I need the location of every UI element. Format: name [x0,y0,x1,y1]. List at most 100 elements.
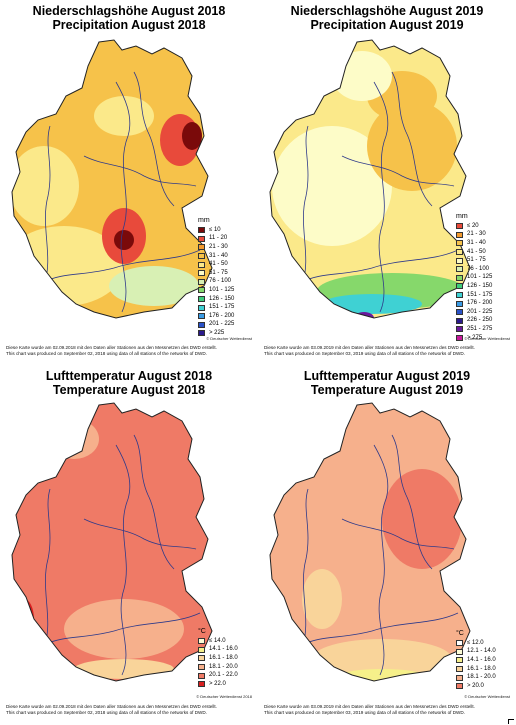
legend-item: 176 - 200 [456,299,492,308]
legend-label: 151 - 175 [209,304,235,311]
river-line [133,71,175,207]
legend-label: 201 - 225 [467,308,493,315]
legend-item: 101 - 125 [198,286,234,295]
legend-label: > 20.0 [467,682,484,689]
title-en: Precipitation August 2019 [310,18,464,32]
country-border [269,39,471,319]
legend-item: 201 - 225 [456,308,492,317]
panel-title: Niederschlagshöhe August 2018 Precipitat… [0,4,258,32]
germany-map [269,402,471,682]
value-zones [301,434,462,681]
legend-label: ≤ 10 [209,226,221,233]
river-line [133,434,175,570]
footnote-de: Diese Karte wurde am 02.09.2018 mit den … [6,704,217,709]
legend-label: 201 - 225 [209,321,235,328]
legend-label: > 275 [467,334,483,341]
legend-unit: °C [456,630,464,637]
title-de: Niederschlagshöhe August 2019 [290,4,484,18]
legend-label: 76 - 100 [467,265,490,272]
country-border [11,39,213,319]
legend-label: 18.1 - 20.0 [209,663,238,670]
river-line [341,518,455,550]
germany-map [11,402,213,682]
legend-label: 51 - 75 [209,269,228,276]
legend-swatch [456,274,463,281]
legend-label: ≤ 14.0 [209,637,226,644]
legend-label: > 225 [209,329,225,336]
legend-label: 76 - 100 [209,278,232,285]
legend-swatch [456,335,463,342]
legend-label: 20.1 - 22.0 [209,672,238,679]
legend-item: 21 - 30 [456,231,492,240]
legend-swatch [198,278,205,285]
legend-unit: mm [456,213,468,220]
title-en: Precipitation August 2018 [52,18,206,32]
legend-item: ≤ 20 [456,222,492,231]
value-zone [49,419,99,459]
map-legend: °C ≤ 12.0 12.1 - 14.0 14.1 - 16.0 16.1 - 18… [456,629,496,691]
legend-item: 226 - 250 [456,317,492,326]
legend-label: 31 - 40 [467,239,486,246]
title-en: Temperature August 2018 [52,383,206,397]
legend-label: 16.1 - 18.0 [209,654,238,661]
legend-item: ≤ 14.0 [198,637,238,646]
legend-item: 18.1 - 20.0 [456,673,496,682]
legend-label: 21 - 30 [209,243,228,250]
legend-swatch [456,292,463,299]
river-line [301,488,309,650]
legend-swatch [198,330,205,337]
panel-title: Niederschlagshöhe August 2019 Precipitat… [258,4,516,32]
legend-label: ≤ 20 [467,222,479,229]
footnote: Diese Karte wurde am 02.09.2018 mit den … [6,704,252,715]
panel-title: Lufttemperatur August 2019 Temperature A… [258,369,516,397]
legend-swatch [198,244,205,251]
map-legend: mm ≤ 10 11 - 20 21 - 30 31 - 40 41 - 50 51 - … [198,216,234,338]
legend-swatch [198,287,205,294]
legend-swatch [456,674,463,681]
river-line [301,249,459,283]
value-zone [272,126,392,246]
legend-label: 21 - 30 [467,231,486,238]
footnote-de: Diese Karte wurde am 02.09.2018 mit den … [6,345,217,350]
legend-item: 126 - 150 [198,295,234,304]
panel-title: Lufttemperatur August 2018 Temperature A… [0,369,258,397]
legend-swatch [198,296,205,303]
germany-map [11,39,213,319]
map-legend: mm ≤ 20 21 - 30 31 - 40 41 - 50 51 - 75 76 - … [456,212,492,342]
legend-label: 11 - 20 [209,235,228,242]
legend-item: 201 - 225 [198,321,234,330]
legend-swatch [198,304,205,311]
legend-label: 41 - 50 [467,248,486,255]
legend-item: 51 - 75 [198,269,234,278]
legend-swatch [456,666,463,673]
river-line [43,488,51,650]
legend-item: 41 - 50 [198,260,234,269]
legend-swatch [456,266,463,273]
legend-swatch [456,283,463,290]
river-line [373,81,389,313]
legend-label: 151 - 175 [467,291,493,298]
legend-item: 251 - 275 [456,325,492,334]
legend-swatch [456,326,463,333]
legend-label: 126 - 150 [209,295,235,302]
legend-item: 31 - 40 [198,252,234,261]
value-zone [94,96,154,136]
footnote: Diese Karte wurde am 03.09.2019 mit den … [264,704,510,715]
legend-swatch [198,227,205,234]
river-line [43,125,51,287]
legend-label: 101 - 125 [209,286,235,293]
legend-swatch [456,683,463,690]
footnote-en: This chart was produced on September 02,… [6,709,207,715]
river-line [43,249,201,283]
legend-swatch [456,240,463,247]
legend-item: 76 - 100 [198,278,234,287]
legend-label: 18.1 - 20.0 [467,674,496,681]
country-border [269,402,471,682]
legend-swatch [456,657,463,664]
legend-swatch [198,655,205,662]
legend-item: 16.1 - 18.0 [198,654,238,663]
value-zone [302,569,342,629]
river-line [341,155,455,187]
legend-item: 151 - 175 [456,291,492,300]
legend-label: 101 - 125 [467,274,493,281]
